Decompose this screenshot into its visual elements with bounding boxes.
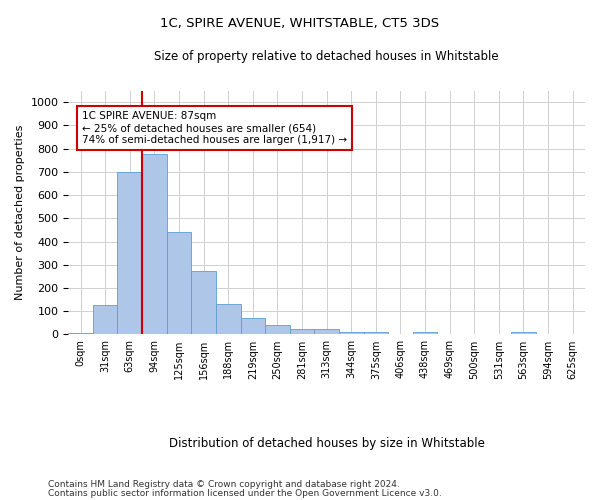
- Bar: [314, 330, 339, 334]
- Bar: [142, 154, 167, 334]
- Bar: [265, 325, 290, 334]
- Bar: [339, 332, 364, 334]
- Bar: [191, 272, 216, 334]
- Bar: [511, 332, 536, 334]
- Text: 1C SPIRE AVENUE: 87sqm
← 25% of detached houses are smaller (654)
74% of semi-de: 1C SPIRE AVENUE: 87sqm ← 25% of detached…: [82, 112, 347, 144]
- Bar: [290, 328, 314, 334]
- X-axis label: Distribution of detached houses by size in Whitstable: Distribution of detached houses by size …: [169, 437, 485, 450]
- Bar: [118, 172, 142, 334]
- Bar: [216, 304, 241, 334]
- Bar: [93, 306, 118, 334]
- Text: 1C, SPIRE AVENUE, WHITSTABLE, CT5 3DS: 1C, SPIRE AVENUE, WHITSTABLE, CT5 3DS: [160, 18, 440, 30]
- Y-axis label: Number of detached properties: Number of detached properties: [15, 125, 25, 300]
- Bar: [167, 232, 191, 334]
- Bar: [241, 318, 265, 334]
- Text: Contains public sector information licensed under the Open Government Licence v3: Contains public sector information licen…: [48, 490, 442, 498]
- Title: Size of property relative to detached houses in Whitstable: Size of property relative to detached ho…: [154, 50, 499, 63]
- Bar: [364, 332, 388, 334]
- Bar: [413, 332, 437, 334]
- Text: Contains HM Land Registry data © Crown copyright and database right 2024.: Contains HM Land Registry data © Crown c…: [48, 480, 400, 489]
- Bar: [68, 332, 93, 334]
